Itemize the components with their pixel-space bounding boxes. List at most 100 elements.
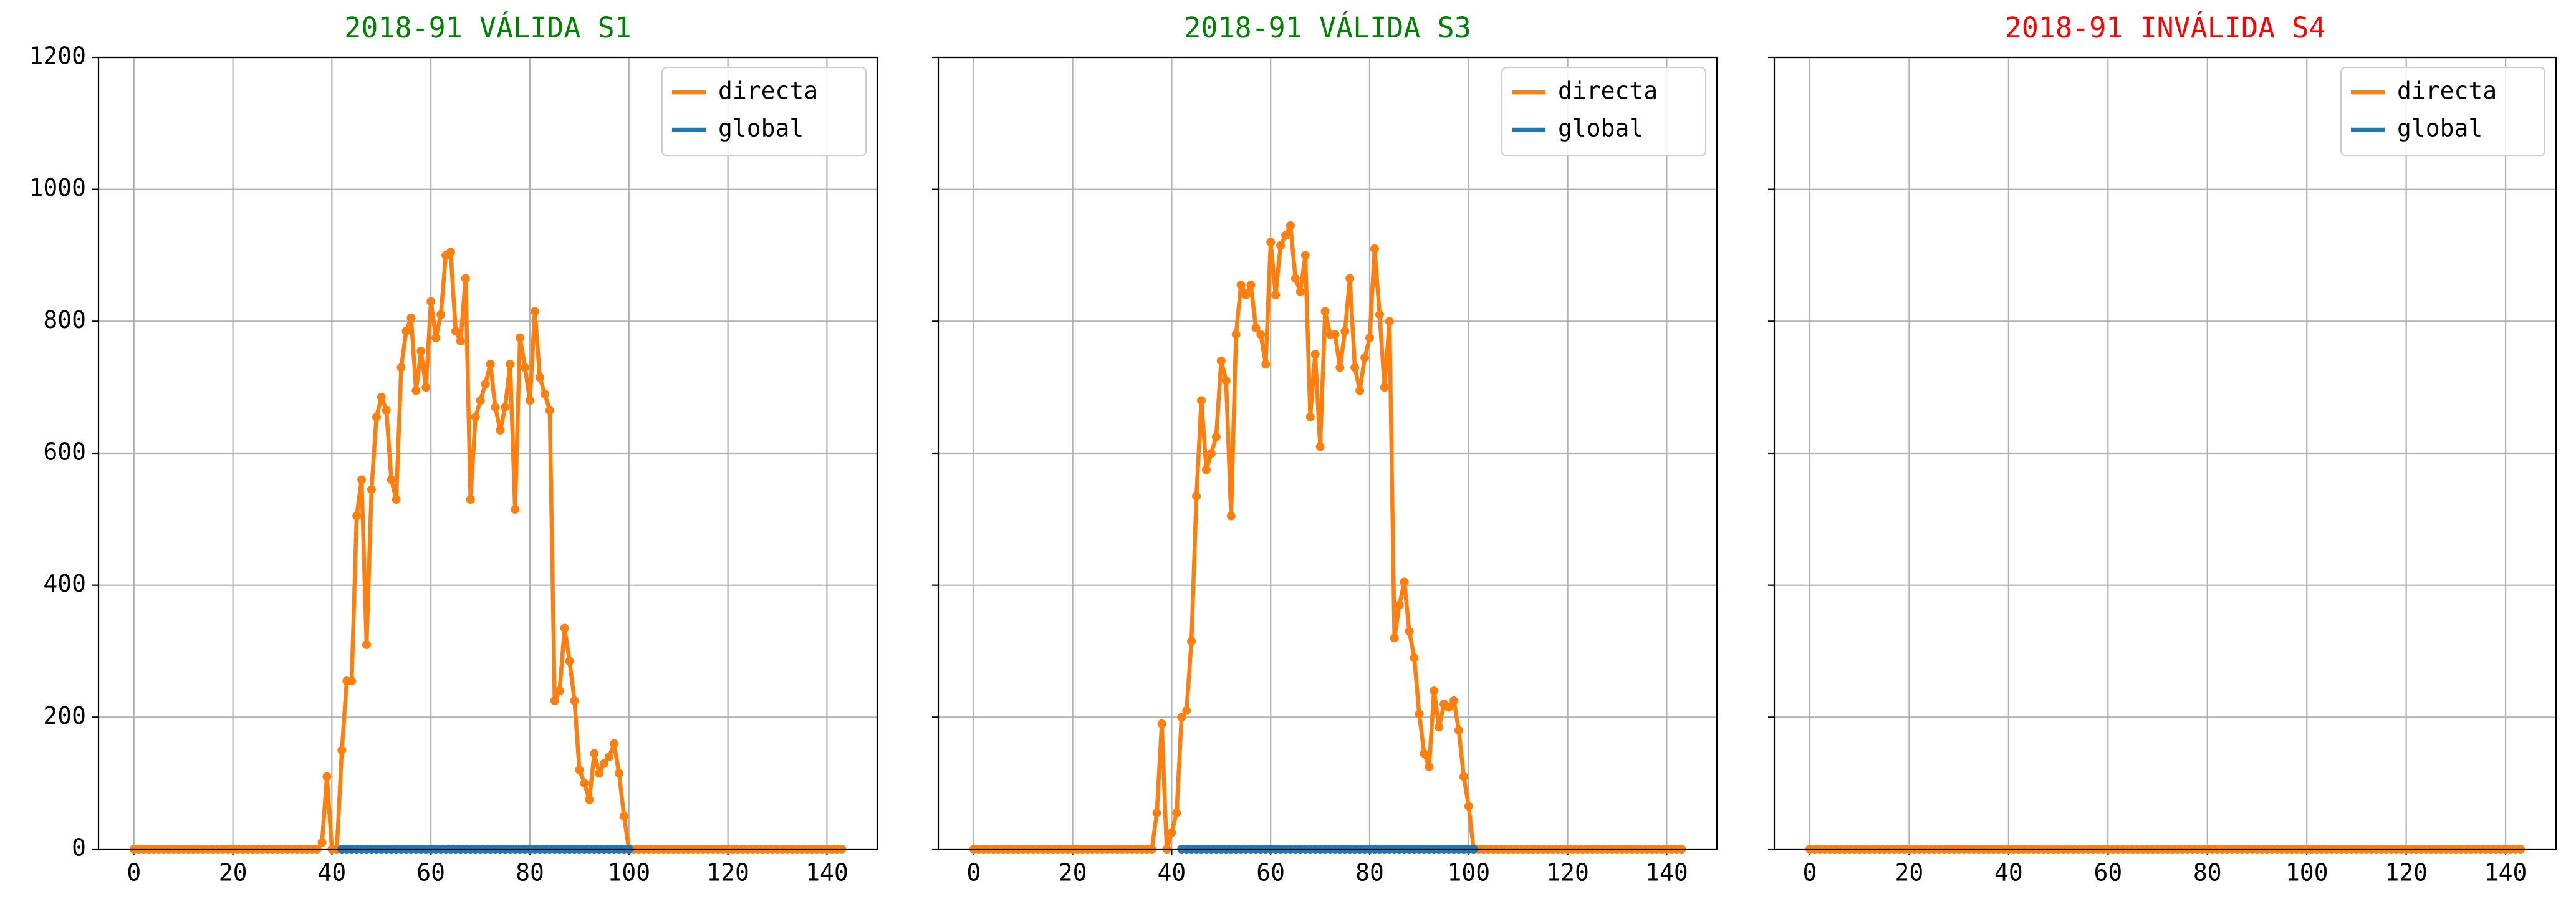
y-tick-label: 1000 bbox=[29, 174, 86, 201]
marker bbox=[1197, 396, 1206, 405]
marker bbox=[1320, 307, 1330, 316]
marker bbox=[1350, 363, 1360, 372]
marker bbox=[1335, 363, 1345, 372]
marker bbox=[614, 769, 623, 778]
marker bbox=[382, 406, 391, 415]
marker bbox=[1281, 231, 1290, 240]
marker bbox=[1246, 281, 1256, 290]
marker bbox=[1251, 323, 1261, 332]
marker bbox=[1182, 706, 1191, 715]
legend-box bbox=[1501, 66, 1707, 157]
marker bbox=[396, 363, 406, 372]
marker bbox=[1459, 772, 1468, 781]
marker bbox=[431, 333, 441, 342]
marker bbox=[1375, 310, 1384, 319]
marker bbox=[1192, 491, 1201, 501]
x-tick-label: 20 bbox=[1895, 859, 1924, 887]
marker bbox=[1420, 749, 1429, 758]
plot-frame bbox=[937, 56, 1718, 850]
legend-label: global bbox=[1558, 115, 1643, 142]
marker bbox=[545, 406, 554, 415]
marker bbox=[1206, 449, 1216, 458]
marker bbox=[511, 504, 520, 514]
marker bbox=[377, 393, 386, 402]
x-tick-label: 60 bbox=[416, 859, 445, 887]
marker bbox=[1172, 808, 1181, 817]
marker bbox=[1157, 719, 1166, 728]
marker bbox=[550, 696, 559, 705]
marker bbox=[496, 425, 505, 435]
chart-title: 2018-91 VÁLIDA S3 bbox=[1184, 11, 1471, 44]
marker bbox=[609, 739, 618, 748]
marker bbox=[1345, 274, 1355, 283]
x-tick-label: 60 bbox=[1256, 859, 1285, 887]
marker bbox=[600, 759, 609, 768]
x-tick-label: 80 bbox=[1355, 859, 1384, 887]
marker bbox=[357, 475, 367, 484]
legend-label: global bbox=[718, 115, 804, 142]
marker bbox=[372, 412, 381, 421]
marker bbox=[1365, 333, 1374, 342]
x-tick-label: 120 bbox=[706, 859, 749, 887]
x-tick-label: 100 bbox=[2285, 859, 2328, 887]
marker bbox=[501, 402, 510, 411]
marker bbox=[560, 623, 569, 633]
marker bbox=[1221, 376, 1231, 385]
marker bbox=[555, 686, 564, 695]
marker bbox=[619, 812, 628, 821]
marker bbox=[352, 511, 362, 521]
x-tick-label: 120 bbox=[1546, 859, 1589, 887]
marker bbox=[1435, 723, 1444, 732]
x-tick-label: 100 bbox=[607, 859, 650, 887]
marker bbox=[461, 274, 470, 283]
marker bbox=[416, 346, 426, 355]
marker bbox=[1231, 330, 1241, 339]
marker bbox=[322, 772, 332, 781]
marker bbox=[392, 495, 401, 504]
marker bbox=[362, 640, 371, 649]
marker bbox=[1395, 600, 1404, 610]
y-tick-label: 0 bbox=[72, 834, 86, 862]
marker bbox=[605, 752, 614, 761]
y-tick-label: 600 bbox=[43, 438, 86, 466]
marker bbox=[446, 248, 455, 257]
marker bbox=[1315, 442, 1325, 451]
y-tick-label: 200 bbox=[43, 702, 86, 729]
marker bbox=[1310, 350, 1320, 359]
marker bbox=[436, 310, 446, 319]
marker bbox=[426, 297, 436, 306]
marker bbox=[530, 307, 539, 316]
marker bbox=[540, 389, 549, 398]
marker bbox=[1370, 244, 1379, 253]
marker bbox=[337, 746, 347, 755]
marker bbox=[456, 337, 465, 346]
marker bbox=[401, 327, 411, 336]
marker bbox=[1216, 356, 1226, 365]
x-tick-label: 80 bbox=[2193, 859, 2222, 887]
marker bbox=[466, 495, 475, 504]
marker bbox=[1177, 713, 1186, 722]
marker bbox=[1330, 330, 1340, 339]
marker bbox=[406, 314, 416, 323]
series-line bbox=[133, 249, 842, 852]
marker bbox=[1380, 383, 1389, 392]
x-tick-label: 0 bbox=[127, 859, 141, 887]
marker bbox=[590, 749, 599, 758]
x-tick-label: 40 bbox=[317, 859, 346, 887]
x-tick-label: 140 bbox=[805, 859, 848, 887]
x-tick-label: 140 bbox=[1645, 859, 1688, 887]
marker bbox=[1425, 762, 1434, 771]
legend-label: directa bbox=[718, 77, 818, 105]
marker bbox=[411, 386, 421, 395]
marker bbox=[525, 396, 534, 405]
marker bbox=[317, 838, 327, 847]
marker bbox=[1226, 511, 1236, 521]
marker bbox=[1390, 633, 1399, 643]
marker bbox=[1454, 726, 1463, 735]
marker bbox=[1211, 432, 1221, 441]
marker bbox=[1410, 653, 1419, 663]
marker bbox=[387, 475, 396, 484]
x-tick-label: 0 bbox=[966, 859, 981, 887]
